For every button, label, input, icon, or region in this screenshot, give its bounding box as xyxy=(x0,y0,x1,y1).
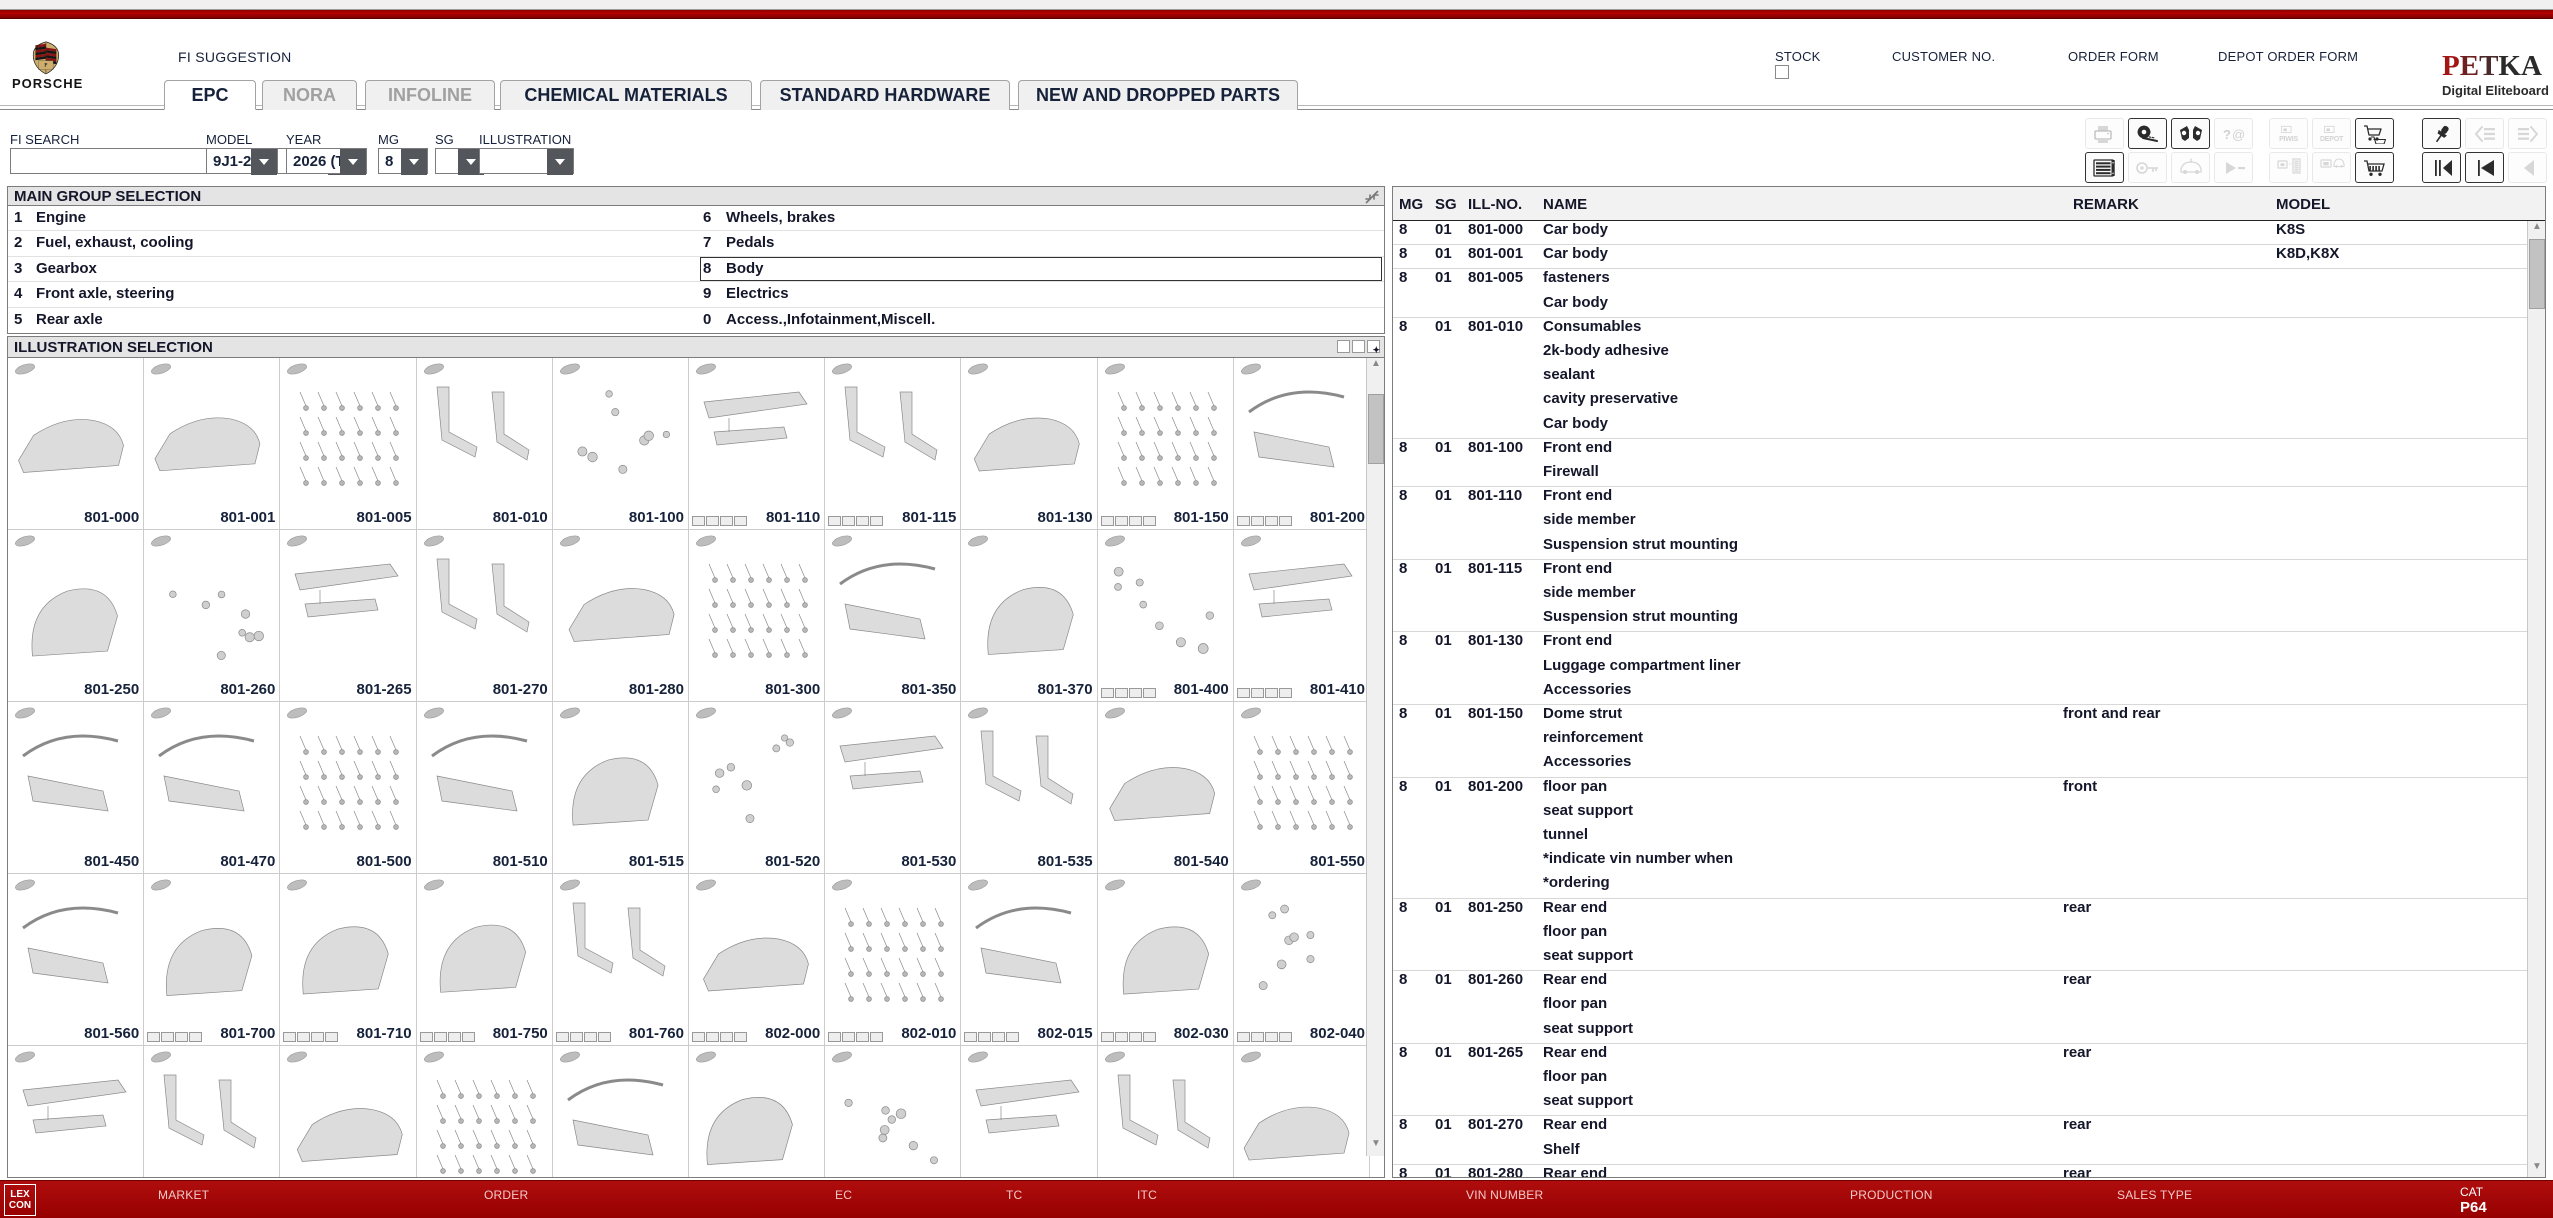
svg-text:P: P xyxy=(44,64,47,69)
svg-text:@: @ xyxy=(2232,127,2245,142)
svg-text:?: ? xyxy=(2223,127,2231,142)
